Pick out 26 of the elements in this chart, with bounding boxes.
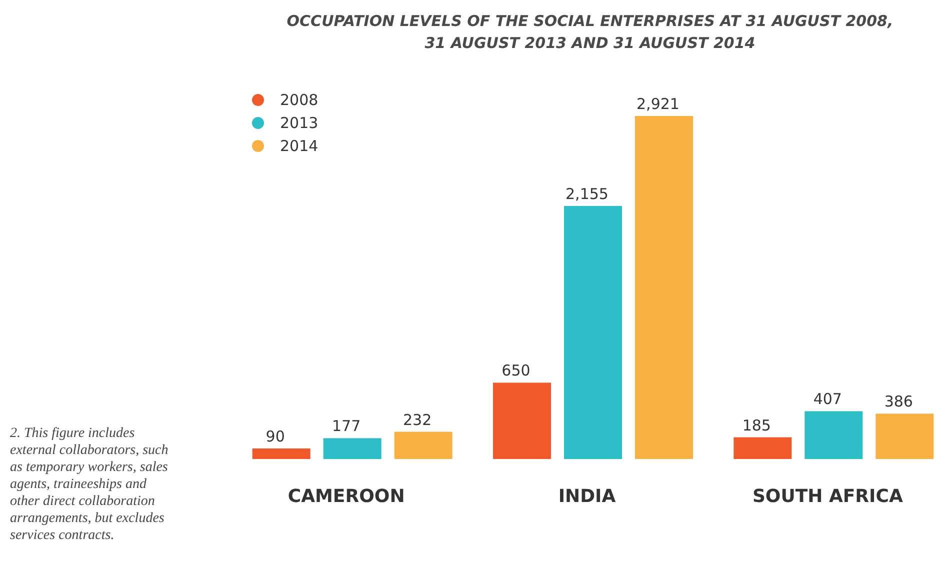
x-tick-label: INDIA (558, 486, 616, 507)
data-label: 2,921 (636, 95, 680, 113)
bar (635, 116, 693, 459)
text: 2. This figure includes external collaborators, such as temporary workers, sales agents, traineeships and other direct collaboration arrangements, but excludes services contracts. (10, 426, 168, 543)
data-label: 386 (884, 392, 913, 411)
bar (734, 437, 792, 459)
data-label: 90 (266, 427, 285, 446)
bar (252, 448, 310, 459)
x-tick-label: CAMEROON (288, 486, 405, 507)
bar (394, 432, 452, 459)
bar (876, 414, 934, 459)
legend-label: 2013 (280, 114, 318, 132)
bar (564, 206, 622, 459)
chart-title: OCCUPATION LEVELS OF THE SOCIAL ENTERPRISES AT 31 AUGUST 2008, 31 AUGUST 2013 AND 31 AUGUST 2014 (286, 12, 894, 52)
data-label: 232 (403, 410, 432, 429)
x-tick-label: SOUTH AFRICA (752, 486, 903, 507)
data-label: 650 (502, 362, 530, 380)
data-label: 185 (742, 416, 771, 434)
data-label: 2,155 (566, 184, 608, 203)
data-label: 177 (332, 417, 361, 436)
bar (493, 382, 551, 459)
bar (804, 411, 863, 459)
legend-label: 2014 (280, 137, 318, 155)
bar (323, 438, 382, 459)
data-label: 407 (813, 390, 842, 408)
legend-label: 2008 (280, 91, 318, 109)
